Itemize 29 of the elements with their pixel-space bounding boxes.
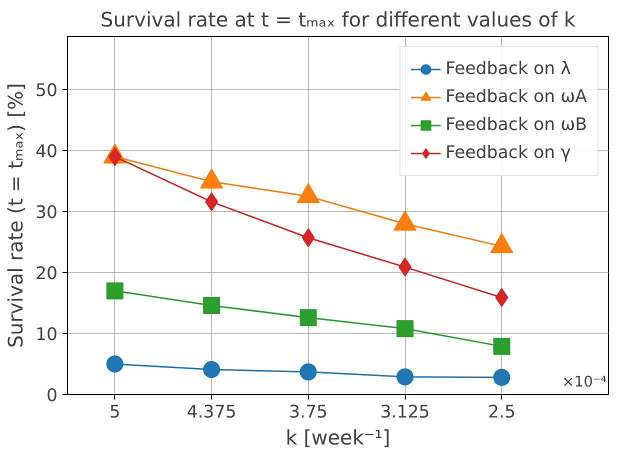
legend-label: Feedback on λ [445,59,571,79]
point [300,309,317,326]
point [396,320,414,338]
point [106,356,124,372]
y-tick-label: 50 [35,81,58,102]
point [396,368,414,386]
y-tick-label: 40 [35,142,58,162]
legend-label: Feedback on ωB [445,115,587,135]
y-tick-label: 30 [35,203,58,224]
x-tick-label: 2.5 [488,402,516,422]
x-tick-label: 5 [109,402,120,422]
x-tick-label: 3.125 [380,402,430,422]
annotation: ×10⁻⁴ [562,374,607,390]
x-tick-label: 4.375 [186,402,236,422]
point [493,368,510,386]
point [300,363,317,380]
y-tick-label: 0 [46,386,58,406]
legend-label: Feedback on ωA [445,87,587,107]
point [493,338,510,355]
point [203,361,220,378]
legend-label: Feedback on γ [445,143,571,163]
chart-title: Survival rate at t = tₘₐₓ for different values of k [100,8,576,32]
y-tick-label: 20 [35,264,58,284]
point [203,296,220,314]
y-tick-label: 10 [35,325,58,346]
x-axis-title: k [week⁻¹] [286,426,390,450]
y-axis-title: Survival rate (t = tₘₐₓ) [%] [3,83,28,348]
point [106,282,124,300]
x-tick-label: 3.75 [288,402,328,422]
